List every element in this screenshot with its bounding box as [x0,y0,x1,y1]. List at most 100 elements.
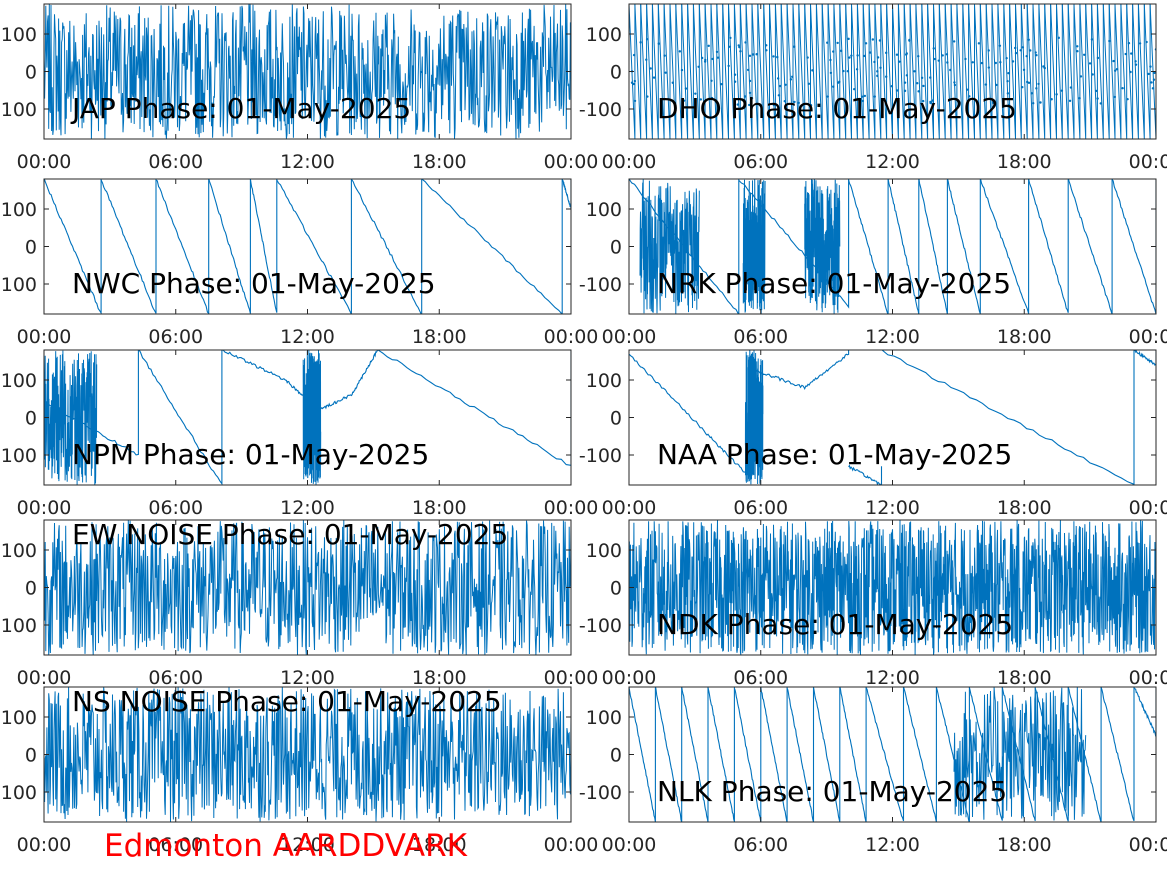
data-point [807,82,811,85]
panel-nrk: 100 0 -100 00:00 06:00 12:00 18:00 00:00 NRK Pha… [579,178,1167,348]
panel-jap: 100 0 -100 00:00 06:00 12:00 18:00 00:00 JAP Pha… [0,3,598,173]
x-tick-label: 00:00 [17,326,72,348]
series-segment [880,4,888,139]
series-segment [774,4,782,139]
data-point [748,91,752,95]
data-point [994,61,998,65]
data-point [778,84,782,88]
x-tick-label: 18:00 [997,834,1052,856]
data-point [998,44,1002,47]
data-point [751,53,755,56]
data-point [839,49,843,53]
data-point [1115,68,1119,71]
data-point [682,99,686,102]
series-segment [629,350,751,478]
series-segment [629,179,740,314]
data-point [1113,69,1117,72]
series-segment [1079,4,1087,139]
x-tick-label: 00:00 [602,497,657,519]
series-segment [1085,4,1093,139]
data-point [1031,102,1035,105]
data-point [684,87,688,90]
data-point [733,80,737,83]
x-tick-label: 00:00 [602,151,657,173]
data-point [765,44,768,47]
data-point [1088,62,1092,65]
series-segment [950,4,958,139]
data-point [707,44,710,48]
series-segment [221,350,571,466]
data-point [977,42,981,45]
data-point [633,99,637,103]
data-point [784,83,787,87]
plot-area [629,687,1156,822]
x-tick-label: 06:00 [733,667,788,689]
data-point [1027,81,1031,85]
y-tick-label: 100 [586,707,622,729]
data-point [1130,52,1133,55]
data-point [1025,54,1028,58]
data-point [832,85,835,88]
series-segment [100,179,157,314]
y-tick-label: 0 [610,745,622,767]
data-point [1039,101,1042,104]
data-point [1112,59,1115,63]
x-tick-label: 00:00 [1129,326,1167,348]
series-segment [692,4,700,139]
series-segment [640,4,648,139]
data-point [704,58,707,62]
series-segment [634,4,642,139]
data-point [1030,92,1033,95]
y-tick-label: 100 [1,199,37,221]
series-segment [1137,4,1145,139]
data-point [1027,38,1030,41]
y-tick-label: 100 [1,540,37,562]
data-point [1078,97,1081,100]
y-tick-label: 0 [25,62,37,84]
x-tick-label: 12:00 [865,497,920,519]
data-point [1035,87,1038,90]
series-segment [704,4,712,139]
data-point [945,53,949,56]
data-point [1021,46,1025,49]
x-tick-label: 18:00 [412,834,467,856]
series-segment [968,687,1003,821]
data-point [832,50,835,53]
data-point [1057,36,1061,40]
data-point [1014,51,1018,55]
data-point [916,82,919,85]
series-segment [1149,4,1156,139]
panel-title: NLK Phase: 01-May-2025 [657,775,1007,808]
series-segment [710,4,718,139]
panel-title: JAP Phase: 01-May-2025 [70,92,411,125]
data-point [953,83,957,87]
data-point [710,96,714,100]
series-segment [663,4,671,139]
series-segment [698,4,706,139]
x-tick-label: 12:00 [865,326,920,348]
series-segment [1038,4,1046,139]
noise-burst [744,350,764,485]
data-point [922,99,925,103]
data-point [748,79,752,83]
series-segment [1001,687,1036,822]
series-segment [786,687,815,822]
x-tick-label: 18:00 [997,326,1052,348]
y-tick-label: 100 [586,370,622,392]
y-tick-label: 100 [586,540,622,562]
series-segment [1126,4,1134,139]
y-tick-label: -100 [579,782,622,804]
data-point [1029,49,1032,52]
data-point [829,71,833,75]
data-point [1134,63,1138,66]
data-point [856,54,859,57]
data-point [1124,52,1127,56]
data-point [933,57,936,61]
data-point [744,41,747,44]
x-tick-label: 06:00 [733,151,788,173]
data-point [1034,51,1037,54]
series-segment [997,4,1005,139]
y-tick-label: 0 [25,578,37,600]
x-tick-label: 12:00 [865,834,920,856]
series-segment [651,4,659,139]
